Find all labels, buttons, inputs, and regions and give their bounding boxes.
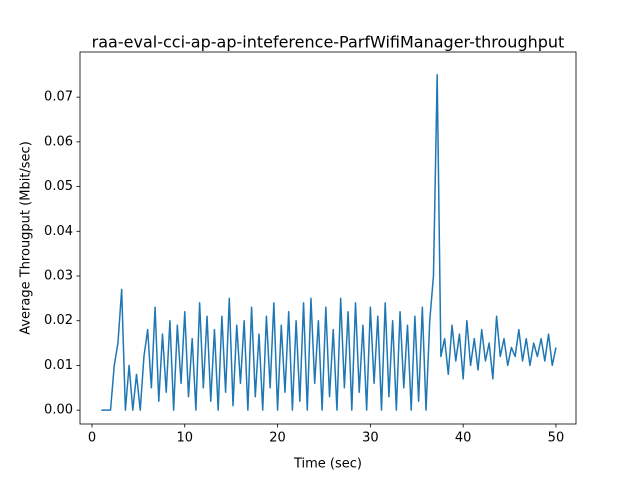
data-line <box>101 74 557 411</box>
chart-title: raa-eval-cci-ap-ap-inteference-ParfWifiM… <box>92 33 565 52</box>
x-tick-label: 50 <box>548 431 565 446</box>
x-axis-label: Time (sec) <box>293 457 362 472</box>
x-tick-label: 30 <box>362 431 379 446</box>
y-tick-label: 0.04 <box>44 224 73 239</box>
y-tick-label: 0.00 <box>44 403 73 418</box>
y-axis-label: Average Througput (Mbit/sec) <box>19 141 34 335</box>
y-tick-label: 0.05 <box>44 179 73 194</box>
y-tick-label: 0.02 <box>44 313 73 328</box>
plot-frame <box>79 51 577 425</box>
x-tick-label: 40 <box>455 431 472 446</box>
x-tick-label: 0 <box>88 431 96 446</box>
y-tick-label: 0.06 <box>44 134 73 149</box>
y-tick-label: 0.01 <box>44 358 73 373</box>
x-tick-label: 20 <box>269 431 286 446</box>
y-tick-label: 0.03 <box>44 269 73 284</box>
x-tick-label: 10 <box>176 431 193 446</box>
y-tick-label: 0.07 <box>44 90 73 105</box>
